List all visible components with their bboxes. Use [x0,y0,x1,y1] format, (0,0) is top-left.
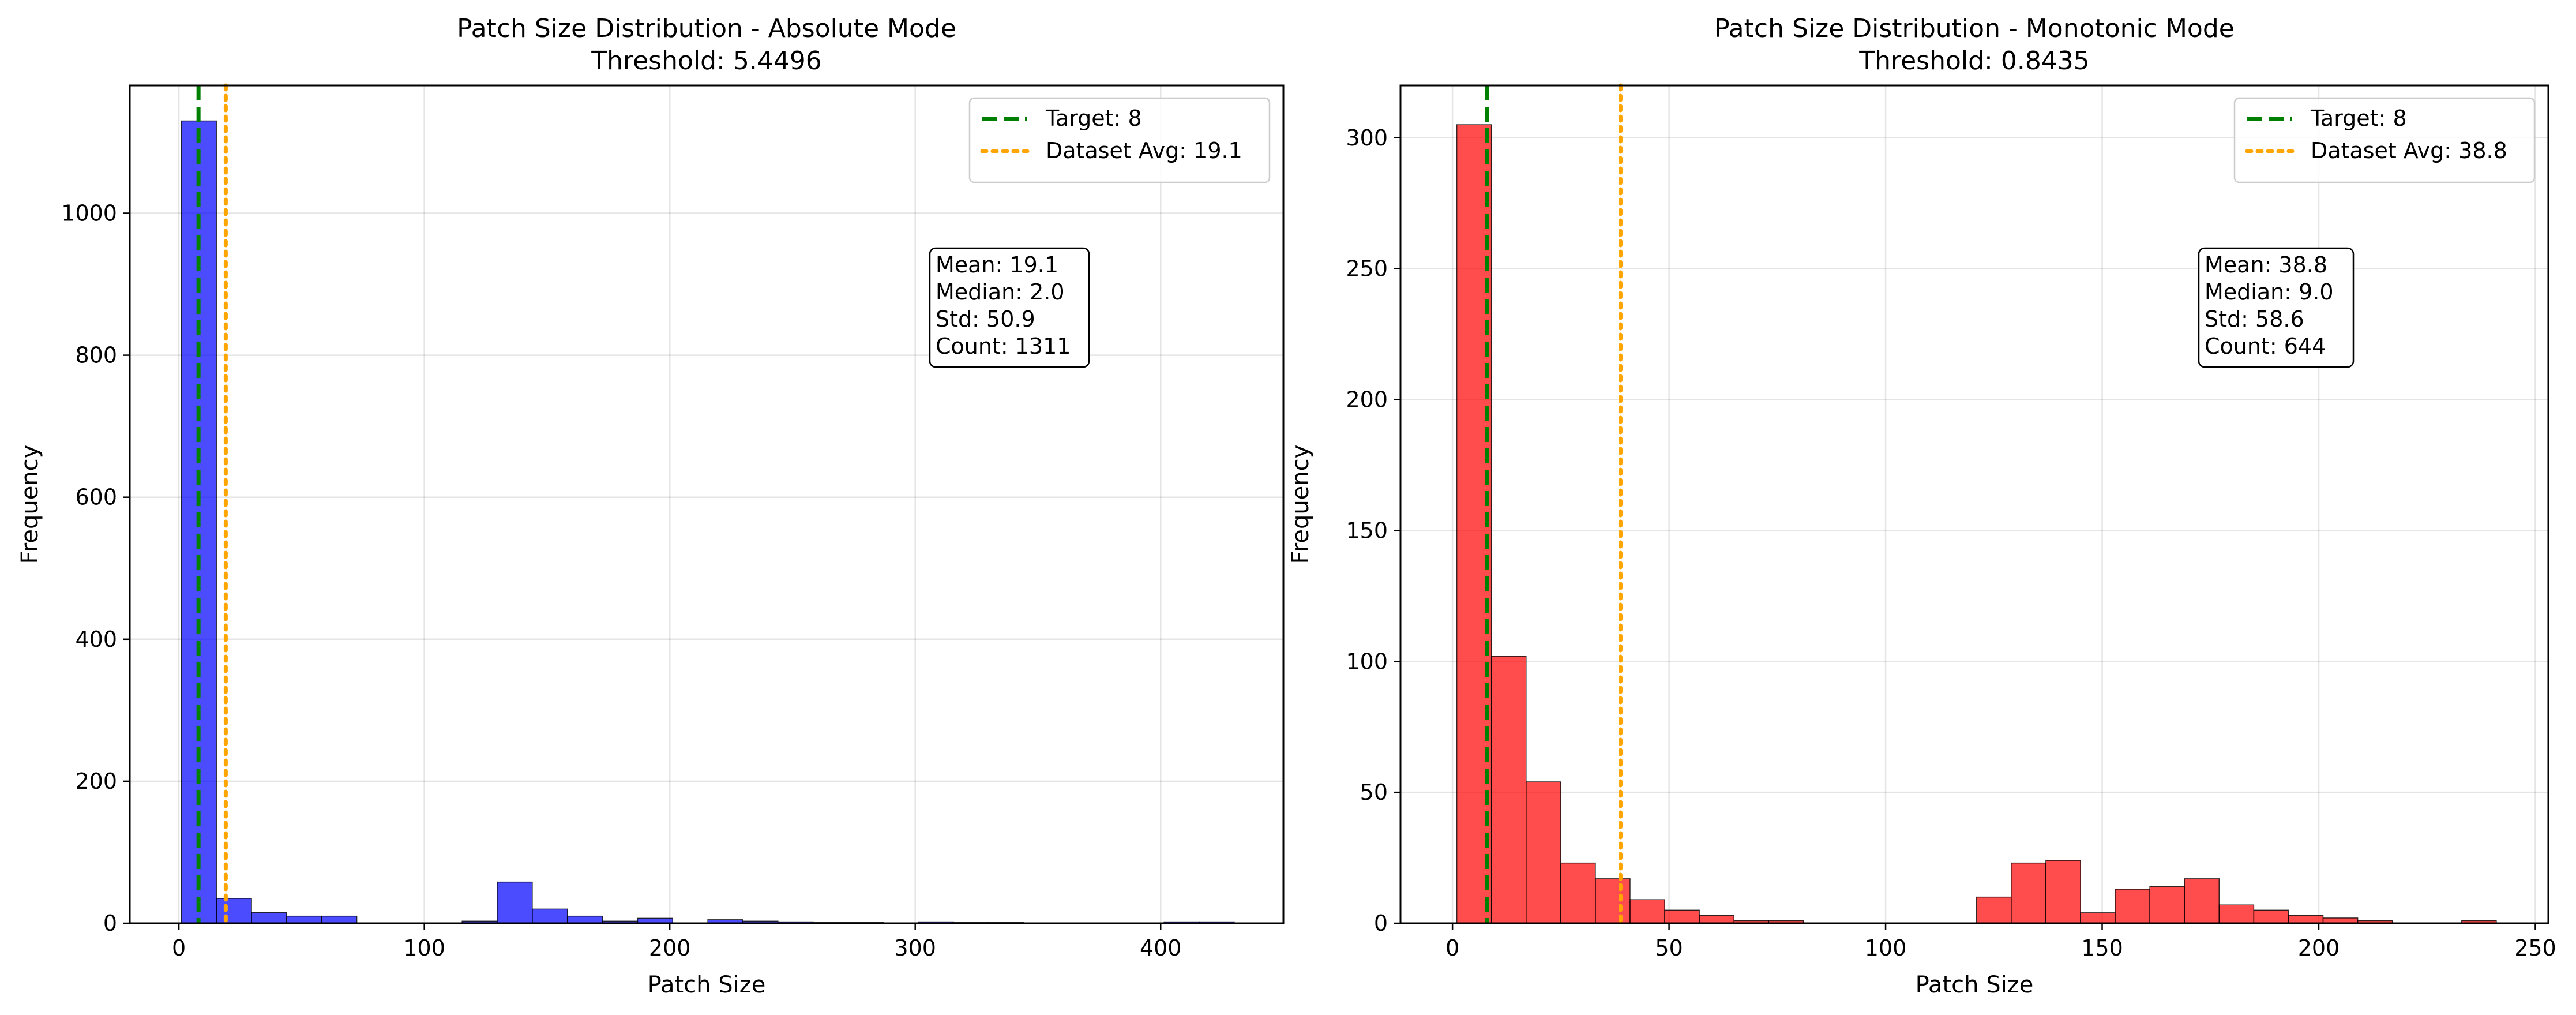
x-tick-label-1: 50 [1655,935,1683,961]
bar-23 [2253,909,2289,924]
x-tick-label-0: 0 [172,935,186,961]
y-tick-label-4: 800 [75,343,117,368]
bar-15 [1976,896,2012,924]
axes-frame [129,84,1285,924]
stats-line-3: Count: 1311 [936,334,1071,359]
legend-label-1: Dataset Avg: 38.8 [2311,138,2507,163]
bar-17 [2045,860,2081,924]
x-tick-label-2: 100 [1865,935,1907,961]
gridlines [1400,85,2548,924]
x-tick-label-5: 250 [2514,935,2556,961]
x-tick-label-4: 200 [2298,935,2340,961]
bar-7 [1699,915,1734,924]
legend-box [2233,97,2536,183]
legend: Target: 8 Dataset Avg: 19.1 [968,97,1271,183]
bar-1 [216,898,252,924]
y-tick-label-3: 150 [1346,518,1388,543]
bar-9 [497,881,533,924]
bar-3 [1560,862,1596,924]
stats-frame [2198,247,2355,368]
bars [1456,124,2497,924]
bar-11 [566,915,603,924]
stats-line-0: Mean: 38.8 [2205,252,2327,278]
x-axis-label: Patch Size [1916,972,2034,998]
x-tick-label-3: 150 [2081,935,2123,961]
legend-label-0: Target: 8 [1045,106,1142,131]
bar-4 [1595,878,1631,924]
y-tick-label-0: 0 [103,911,117,936]
x-tick-label-1: 100 [403,935,445,961]
bar-24 [2288,915,2324,924]
stats-line-3: Count: 644 [2205,334,2326,359]
stats-frame [929,247,1090,368]
legend-box [968,97,1271,183]
y-tick-label-5: 1000 [61,200,117,226]
y-axis-label: Frequency [17,445,43,564]
bar-21 [2184,878,2220,924]
y-tick-label-2: 400 [75,627,117,652]
x-tick-label-0: 0 [1445,935,1459,961]
chart-2: Patch Size Distribution - Monotonic Mode… [1287,14,2556,998]
bar-5 [1629,899,1665,924]
bar-22 [2218,904,2255,924]
gridlines [130,85,1283,924]
stats-line-0: Mean: 19.1 [936,252,1058,278]
legend-label-1: Dataset Avg: 19.1 [1046,138,1242,163]
x-axis-label: Patch Size [648,972,766,998]
stats-line-2: Std: 58.6 [2205,306,2304,332]
bar-6 [1664,909,1700,924]
bar-18 [2080,912,2116,924]
y-tick-label-1: 50 [1360,780,1388,805]
legend-label-0: Target: 8 [2310,106,2407,131]
y-tick-label-5: 250 [1346,256,1388,282]
bar-20 [2149,886,2185,924]
axes-frame [1399,84,2549,924]
y-tick-label-3: 600 [75,485,117,510]
chart-title: Patch Size Distribution - Monotonic Mode [1714,14,2235,43]
bar-19 [2115,889,2150,924]
y-tick-label-0: 0 [1374,911,1388,936]
chart-subtitle: Threshold: 0.8435 [1858,46,2090,76]
bars [181,120,1235,924]
bar-2 [1526,781,1561,924]
stats-line-2: Std: 50.9 [936,306,1035,332]
y-tick-label-2: 100 [1346,649,1388,674]
bar-16 [2011,862,2046,924]
y-tick-label-4: 200 [1346,387,1388,413]
y-tick-label-6: 300 [1346,125,1388,151]
bar-1 [1490,656,1527,924]
x-tick-label-3: 300 [894,935,936,961]
bar-4 [321,915,358,924]
y-tick-label-1: 200 [75,769,117,794]
stats-line-1: Median: 9.0 [2205,279,2334,305]
legend: Target: 8 Dataset Avg: 38.8 [2233,97,2536,183]
x-tick-label-4: 400 [1140,935,1182,961]
chart-1: Patch Size Distribution - Absolute Mode T… [17,14,1285,998]
y-axis-label: Frequency [1287,445,1314,564]
stats-line-1: Median: 2.0 [936,279,1065,305]
bar-10 [532,908,568,924]
bar-2 [251,912,287,924]
chart-subtitle: Threshold: 5.4496 [591,46,822,76]
bar-3 [286,915,322,924]
x-tick-label-2: 200 [649,935,691,961]
chart-title: Patch Size Distribution - Absolute Mode [457,14,956,43]
